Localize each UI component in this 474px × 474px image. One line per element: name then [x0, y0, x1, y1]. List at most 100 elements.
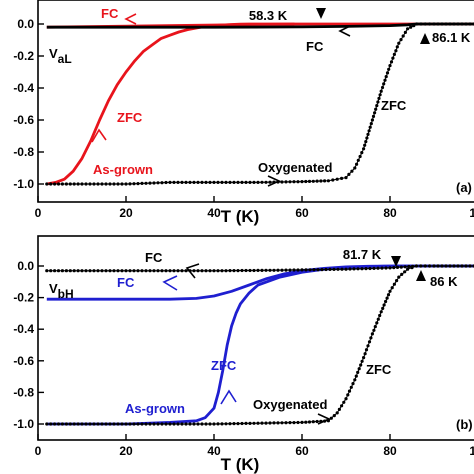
panel-a-x-axis-title: T (K): [221, 207, 260, 226]
series-point: [363, 143, 367, 147]
series-point: [240, 180, 244, 184]
series-point: [390, 286, 394, 290]
panel-a-x-ticks: 0 20 40 60 80 1: [35, 196, 474, 220]
series-point: [176, 422, 180, 426]
series-point: [124, 422, 128, 426]
series-point: [432, 264, 436, 268]
panel-a-vector-label: VaL: [49, 46, 72, 66]
series-point: [391, 56, 395, 60]
series-point: [45, 269, 49, 273]
panel-a-annotation-as-grown: As-grown: [93, 162, 153, 177]
series-point: [240, 421, 244, 426]
panel-b-annotation-fc-blue: FC: [117, 275, 135, 290]
series-point: [300, 180, 304, 184]
series-point: [172, 269, 176, 273]
series-point: [375, 321, 379, 325]
series-point: [72, 182, 76, 186]
series-point: [382, 82, 386, 86]
y-tick-label: -0.4: [13, 81, 34, 95]
series-point: [256, 180, 260, 184]
series-point: [336, 267, 340, 271]
series-point: [401, 34, 405, 38]
series-point: [180, 422, 184, 426]
series-point: [128, 422, 132, 426]
panel-a-arrow-fc-red: [124, 13, 137, 25]
series-point: [252, 180, 256, 184]
series-point: [240, 268, 244, 273]
series-point: [164, 180, 168, 185]
series-point: [381, 306, 385, 310]
panel-b-annotation-81k: 81.7 K: [343, 247, 382, 262]
x-tick-label: 80: [383, 206, 397, 220]
series-point: [176, 269, 180, 273]
series-point: [232, 269, 236, 273]
series-point: [53, 182, 57, 186]
panel-a-vector-label-sub: aL: [58, 52, 72, 66]
series-point: [160, 422, 164, 426]
series-point: [132, 422, 136, 426]
series-point: [344, 176, 348, 180]
panel-b-vector-label-main: V: [49, 281, 58, 296]
series-point: [284, 421, 288, 425]
series-point: [160, 269, 164, 273]
panel-a-annotation-oxygenated: Oxygenated: [258, 160, 332, 175]
panel-a-panel-label: (a): [456, 180, 472, 195]
series-point: [385, 71, 390, 75]
series-point: [220, 180, 224, 184]
series-point: [352, 267, 356, 271]
series-point: [96, 182, 100, 186]
series-point: [403, 30, 407, 34]
series-point: [256, 268, 260, 272]
series-point: [395, 265, 400, 269]
series-point: [188, 422, 192, 426]
series-point: [423, 264, 427, 268]
series-point: [362, 147, 366, 151]
series-point: [370, 332, 374, 336]
panel-a-marker-58k-triangle: [316, 8, 326, 19]
series-point: [60, 182, 64, 186]
series-point: [232, 422, 236, 426]
series-point: [56, 269, 61, 273]
series-point: [56, 182, 61, 186]
y-tick-label: -0.2: [13, 49, 34, 63]
panel-b-annotation-86k: 86 K: [430, 274, 458, 289]
series-point: [315, 419, 319, 424]
series-point: [323, 179, 327, 183]
series-point: [312, 268, 316, 272]
y-tick-label: 0.0: [17, 259, 34, 273]
series-point: [380, 266, 384, 270]
series-point: [436, 264, 440, 268]
series-point: [332, 414, 336, 418]
series-point: [88, 182, 92, 186]
series-point: [152, 422, 156, 426]
series-point: [407, 264, 411, 269]
series-point: [49, 182, 53, 186]
series-point: [356, 267, 360, 271]
x-tick-label: 20: [119, 206, 133, 220]
y-tick-label: 0.0: [17, 17, 34, 31]
series-point: [379, 89, 383, 93]
panel-a-annotation-86k: 86.1 K: [432, 30, 471, 45]
series-point: [460, 264, 464, 268]
series-point: [64, 422, 68, 426]
series-point: [319, 179, 323, 183]
series-point: [328, 267, 332, 271]
series-point: [244, 421, 248, 425]
series-point: [120, 269, 124, 273]
series-point: [168, 269, 172, 273]
series-point: [399, 265, 403, 269]
panel-b-annotation-zfc-blue: ZFC: [211, 358, 237, 373]
series-point: [384, 299, 388, 304]
series-point: [403, 265, 407, 269]
series-point: [388, 289, 392, 293]
series-point: [304, 179, 308, 184]
series-point: [204, 269, 208, 273]
x-tick-label: 1: [469, 444, 474, 458]
series-point: [280, 421, 284, 425]
series-point: [311, 179, 315, 183]
series-point: [60, 422, 64, 426]
series-point: [307, 179, 312, 183]
series-point: [156, 269, 160, 273]
series-point: [132, 269, 136, 273]
